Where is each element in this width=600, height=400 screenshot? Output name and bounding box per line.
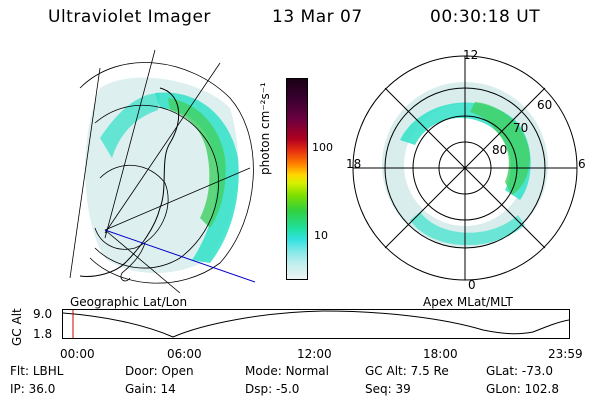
gc-alt-strip [62,309,570,339]
coastline-detail [120,242,146,282]
mlat-label-70: 70 [513,121,529,135]
param-door-label: Door: [125,364,158,378]
param-dsp-value: -5.0 [275,382,300,396]
aurora-cyan-band [155,92,239,263]
param-glat-value: -73.0 [521,364,553,378]
param-glon: GLon: 102.8 [486,382,559,396]
param-flt: Flt: LBHL [10,364,63,378]
param-gain-value: 14 [160,382,176,396]
gc-alt-curve [63,310,569,338]
param-glon-value: 102.8 [524,382,559,396]
colorbar [286,78,308,280]
param-glon-label: GLon: [486,382,521,396]
aurora-lower-band [410,212,525,246]
aurora-green-oval [470,102,530,195]
param-door-value: Open [161,364,194,378]
date-label: 13 Mar 07 [272,7,363,27]
mlt-label-0: 0 [468,278,476,292]
aurora-green-band [168,98,226,228]
gc-alt-tick-low: 1.8 [33,327,53,341]
colorbar-tick-100: 100 [312,141,333,154]
geographic-map [69,49,256,293]
right-map-label: Apex MLat/MLT [423,295,513,309]
colorbar-unit-label: photon cm⁻²s⁻¹ [258,82,272,175]
mlat-label-60: 60 [537,98,553,112]
graticule [69,49,254,293]
mlt-label-12: 12 [463,48,479,62]
aurora-cyan-lower [100,93,160,158]
time-tick-1800: 18:00 [423,347,458,361]
time-tick-0000: 00:00 [60,347,95,361]
param-mode-label: Mode: [245,364,282,378]
param-gain: Gain: 14 [125,382,176,396]
coastline [79,87,180,277]
time-tick-1200: 12:00 [297,347,332,361]
param-seq-label: Seq: [365,382,392,396]
instrument-title: Ultraviolet Imager [48,7,211,27]
param-glat-label: GLat: [486,364,519,378]
param-dsp: Dsp: -5.0 [245,382,299,396]
polar-map [352,55,578,281]
param-ip-label: IP: [10,382,25,396]
gc-alt-axis-label: GC Alt [10,308,24,346]
time-tick-2359: 23:59 [548,347,583,361]
param-gc-alt-value: 7.5 Re [410,364,449,378]
gc-alt-tick-high: 9.0 [33,307,53,321]
param-door: Door: Open [125,364,194,378]
param-flt-label: Flt: [10,364,29,378]
time-label: 00:30:18 UT [430,7,541,27]
param-seq: Seq: 39 [365,382,411,396]
param-seq-value: 39 [395,382,411,396]
mlat-label-80: 80 [492,143,508,157]
param-gain-label: Gain: [125,382,157,396]
param-mode-value: Normal [285,364,329,378]
param-dsp-label: Dsp: [245,382,273,396]
param-gc-alt: GC Alt: 7.5 Re [365,364,449,378]
param-gc-alt-label: GC Alt: [365,364,407,378]
time-tick-0600: 06:00 [167,347,202,361]
polar-grid [352,55,578,281]
left-map-label: Geographic Lat/Lon [70,295,188,309]
param-ip: IP: 36.0 [10,382,55,396]
param-mode: Mode: Normal [245,364,329,378]
mlt-label-18: 18 [346,157,362,171]
colorbar-tick-10: 10 [314,229,328,242]
reference-meridian [104,229,256,283]
param-flt-value: LBHL [32,364,64,378]
mlt-label-6: 6 [578,157,586,171]
param-glat: GLat: -73.0 [486,364,553,378]
param-ip-value: 36.0 [28,382,56,396]
